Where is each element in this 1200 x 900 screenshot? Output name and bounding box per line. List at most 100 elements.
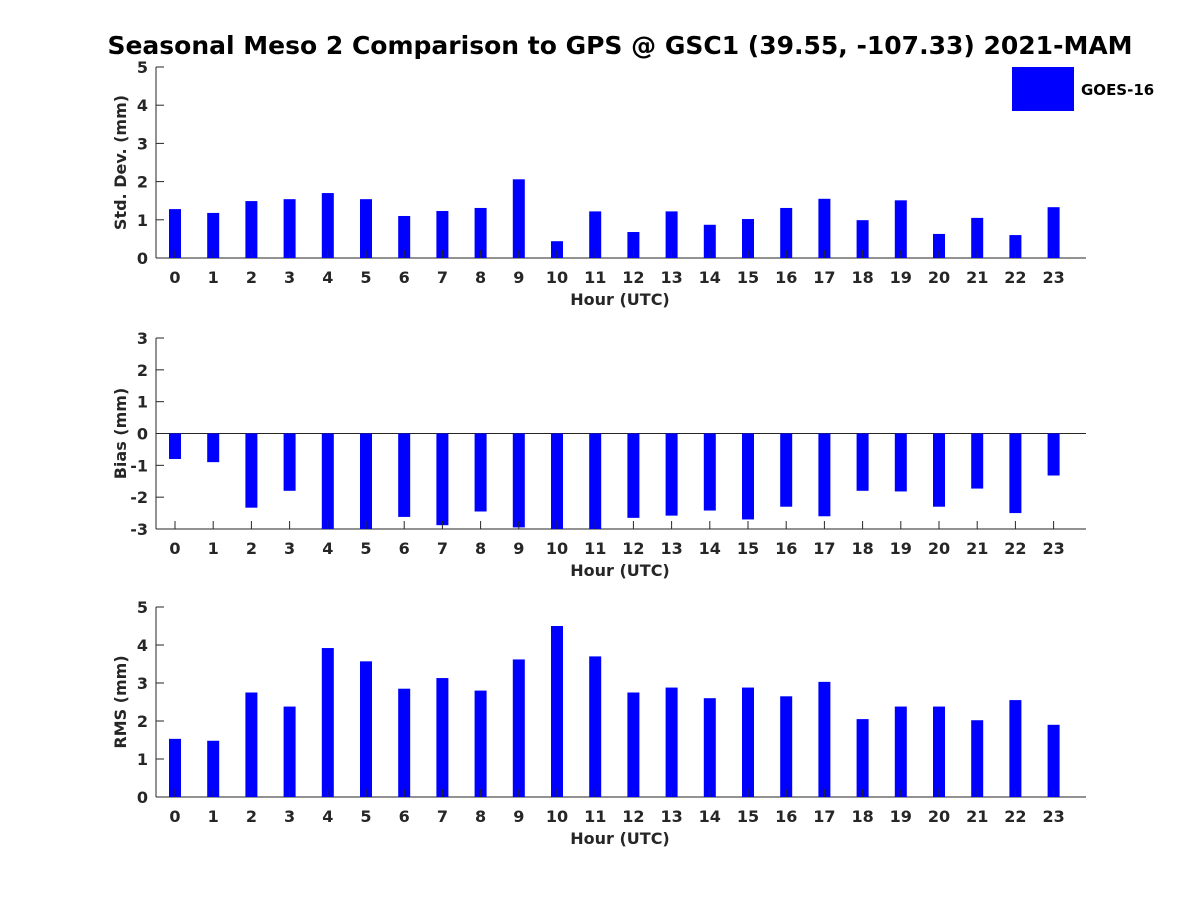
- rms-bar-hour-17: [818, 681, 831, 797]
- bias-x-tick-label: 12: [622, 539, 644, 558]
- bias-y-tick-label: 3: [137, 329, 148, 348]
- std-bar-hour-22: [1009, 235, 1022, 258]
- rms-bar-hour-20: [933, 706, 945, 797]
- std-bar-hour-1: [207, 212, 220, 258]
- bias-x-tick-label: 18: [851, 539, 873, 558]
- rms-bar-hour-9: [512, 659, 525, 797]
- bias-bar-hour-4: [321, 433, 334, 529]
- bias-x-tick-label: 16: [775, 539, 797, 558]
- std-y-tick-label: 0: [137, 249, 148, 268]
- std-y-tick-label: 3: [137, 134, 148, 153]
- bias-bar-hour-0: [169, 433, 181, 459]
- bias-x-tick-label: 23: [1042, 539, 1064, 558]
- bias-x-tick-label: 11: [584, 539, 606, 558]
- std-x-tick-label: 3: [284, 268, 295, 287]
- rms-bar-hour-5: [360, 661, 372, 797]
- std-bar-hour-11: [589, 211, 602, 258]
- std-bar-hour-3: [283, 199, 296, 258]
- chart-title: Seasonal Meso 2 Comparison to GPS @ GSC1…: [107, 31, 1132, 60]
- std-bar-hour-14: [703, 224, 716, 258]
- rms-x-tick-label: 16: [775, 807, 797, 826]
- rms-y-tick-label: 0: [137, 788, 148, 807]
- rms-x-tick-label: 14: [699, 807, 721, 826]
- bias-bar-hour-18: [856, 433, 869, 491]
- rms-x-axis-label: Hour (UTC): [570, 829, 670, 848]
- bias-bar-hour-21: [971, 433, 984, 489]
- bias-x-tick-label: 4: [322, 539, 333, 558]
- rms-x-tick-label: 21: [966, 807, 988, 826]
- std-x-tick-label: 16: [775, 268, 797, 287]
- rms-bar-hour-14: [703, 698, 716, 797]
- rms-x-tick-label: 19: [890, 807, 912, 826]
- rms-bar-hour-13: [665, 687, 678, 797]
- bias-x-axis-label: Hour (UTC): [570, 561, 670, 580]
- std-x-tick-label: 13: [660, 268, 682, 287]
- bias-x-tick-label: 0: [169, 539, 180, 558]
- bias-bar-hour-9: [512, 433, 525, 528]
- rms-x-tick-label: 13: [660, 807, 682, 826]
- bias-x-tick-label: 7: [437, 539, 448, 558]
- std-bar-hour-16: [780, 207, 793, 258]
- std-bar-hour-20: [933, 233, 945, 258]
- std-x-tick-label: 14: [699, 268, 721, 287]
- rms-x-tick-label: 0: [169, 807, 180, 826]
- bias-x-tick-label: 9: [513, 539, 524, 558]
- bias-x-tick-label: 19: [890, 539, 912, 558]
- std-bar-hour-23: [1047, 207, 1060, 258]
- rms-bar-hour-19: [894, 706, 907, 797]
- bias-bar-hour-13: [665, 433, 678, 516]
- std-bar-hour-8: [474, 207, 487, 258]
- std-y-tick-label: 2: [137, 173, 148, 192]
- std-bar-hour-7: [436, 211, 449, 258]
- bias-bar-hour-14: [703, 433, 716, 511]
- std-bar-hour-2: [245, 201, 258, 258]
- std-bar-hour-10: [551, 241, 563, 258]
- std-x-tick-label: 20: [928, 268, 950, 287]
- bias-bar-hour-19: [894, 433, 907, 492]
- std-bar-hour-9: [512, 179, 525, 258]
- std-x-tick-label: 9: [513, 268, 524, 287]
- rms-x-tick-label: 11: [584, 807, 606, 826]
- bias-bar-hour-20: [933, 433, 945, 507]
- bias-y-tick-label: 0: [137, 425, 148, 444]
- std-bar-hour-0: [169, 209, 181, 258]
- bias-x-tick-label: 14: [699, 539, 721, 558]
- bias-x-tick-label: 5: [360, 539, 371, 558]
- std-x-tick-label: 4: [322, 268, 333, 287]
- rms-bar-hour-12: [627, 692, 640, 797]
- std-bar-hour-5: [360, 199, 372, 258]
- bias-y-tick-label: -2: [130, 488, 148, 507]
- rms-bar-hour-7: [436, 678, 449, 797]
- bias-x-tick-label: 22: [1004, 539, 1026, 558]
- rms-bar-hour-10: [551, 626, 563, 797]
- rms-bar-hour-3: [283, 706, 296, 797]
- std-x-tick-label: 8: [475, 268, 486, 287]
- std-x-tick-label: 17: [813, 268, 835, 287]
- rms-x-tick-label: 18: [851, 807, 873, 826]
- rms-bar-hour-16: [780, 696, 793, 797]
- bias-x-tick-label: 20: [928, 539, 950, 558]
- std-x-tick-label: 5: [360, 268, 371, 287]
- legend-label: GOES-16: [1081, 81, 1154, 99]
- bias-bar-hour-12: [627, 433, 640, 518]
- bias-x-tick-label: 13: [660, 539, 682, 558]
- bias-x-tick-label: 17: [813, 539, 835, 558]
- std-x-tick-label: 15: [737, 268, 759, 287]
- std-x-tick-label: 2: [246, 268, 257, 287]
- bias-bar-hour-22: [1009, 433, 1022, 514]
- std-bar-hour-21: [971, 217, 984, 258]
- bias-x-tick-label: 8: [475, 539, 486, 558]
- std-bar-hour-12: [627, 232, 640, 258]
- rms-x-tick-label: 17: [813, 807, 835, 826]
- bias-bar-hour-7: [436, 433, 449, 526]
- rms-bar-hour-15: [742, 687, 754, 797]
- rms-bar-hour-21: [971, 720, 984, 797]
- std-x-tick-label: 18: [851, 268, 873, 287]
- rms-x-tick-label: 22: [1004, 807, 1026, 826]
- std-x-tick-label: 6: [399, 268, 410, 287]
- rms-bar-hour-22: [1009, 700, 1022, 797]
- rms-x-tick-label: 4: [322, 807, 333, 826]
